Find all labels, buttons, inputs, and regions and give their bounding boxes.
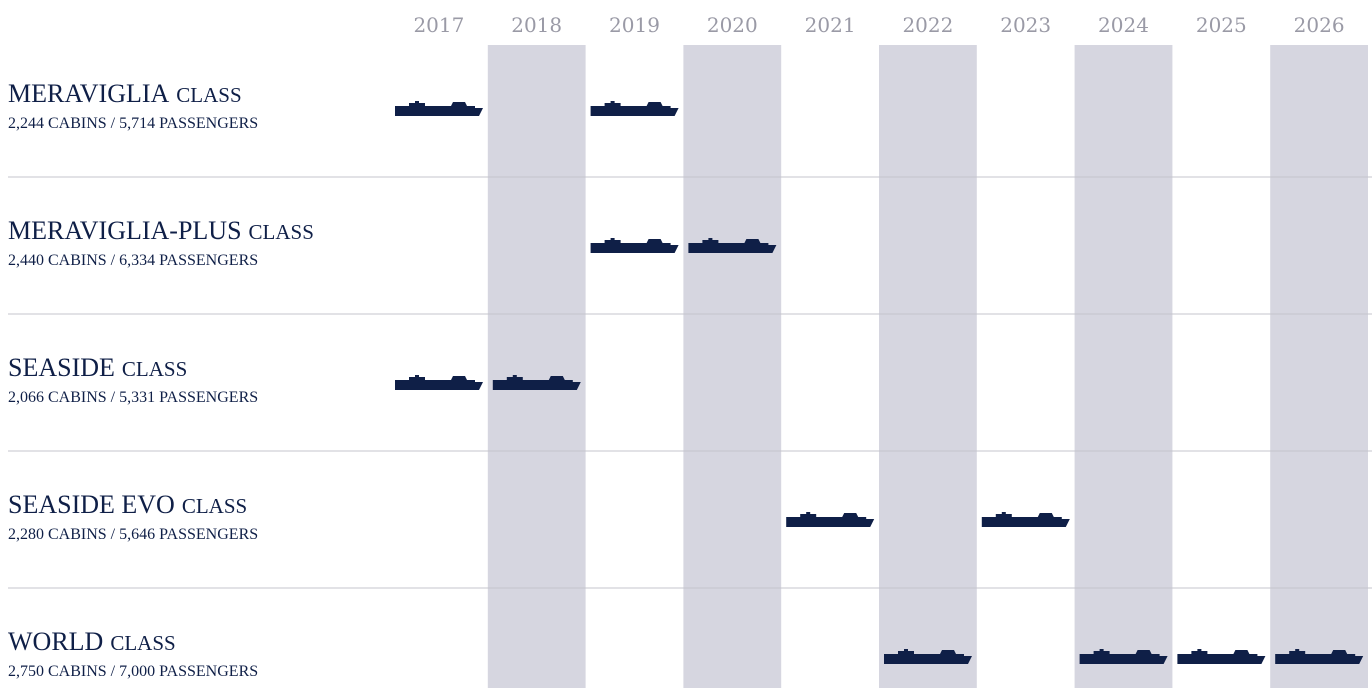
column-band xyxy=(1074,45,1173,688)
class-specs: 2,750 CABINS / 7,000 PASSENGERS xyxy=(8,663,258,680)
ship-icon xyxy=(884,649,972,664)
class-suffix: CLASS xyxy=(182,494,247,518)
ship-icon xyxy=(590,101,679,116)
ship-icon xyxy=(395,101,483,116)
year-label: 2017 xyxy=(413,13,464,37)
year-label: 2018 xyxy=(511,13,562,37)
class-name: WORLD xyxy=(8,627,103,656)
ship-icon xyxy=(1177,649,1266,664)
year-label: 2024 xyxy=(1098,13,1149,37)
class-specs: 2,440 CABINS / 6,334 PASSENGERS xyxy=(8,252,258,269)
class-title: MERAVIGLIA CLASS xyxy=(8,79,242,108)
year-label: 2025 xyxy=(1196,13,1247,37)
class-title: WORLD CLASS xyxy=(8,627,176,656)
year-label: 2023 xyxy=(1000,13,1051,37)
ship-icon xyxy=(395,375,483,390)
class-name: MERAVIGLIA-PLUS xyxy=(8,216,242,245)
class-name: SEASIDE xyxy=(8,353,115,382)
column-band xyxy=(487,45,586,688)
class-specs: 2,066 CABINS / 5,331 PASSENGERS xyxy=(8,389,258,406)
year-label: 2020 xyxy=(707,13,758,37)
class-name: MERAVIGLIA xyxy=(8,79,170,108)
ship-icon xyxy=(1275,649,1364,664)
class-suffix: CLASS xyxy=(122,357,187,381)
class-title: MERAVIGLIA-PLUS CLASS xyxy=(8,216,314,245)
class-specs: 2,244 CABINS / 5,714 PASSENGERS xyxy=(8,115,258,132)
column-band xyxy=(879,45,977,688)
year-label: 2022 xyxy=(902,13,953,37)
class-specs: 2,280 CABINS / 5,646 PASSENGERS xyxy=(8,526,258,543)
column-band xyxy=(683,45,782,688)
class-suffix: CLASS xyxy=(110,631,175,655)
ship-icon xyxy=(786,512,875,527)
class-name: SEASIDE EVO xyxy=(8,490,175,519)
year-label: 2021 xyxy=(805,13,856,37)
ship-icon xyxy=(688,238,777,253)
ship-icon xyxy=(1079,649,1168,664)
class-suffix: CLASS xyxy=(176,83,241,107)
ship-icon xyxy=(492,375,581,390)
class-suffix: CLASS xyxy=(249,220,314,244)
ship-icon xyxy=(590,238,679,253)
class-title: SEASIDE CLASS xyxy=(8,353,187,382)
class-title: SEASIDE EVO CLASS xyxy=(8,490,247,519)
column-band xyxy=(1270,45,1368,688)
ship-icon xyxy=(981,512,1070,527)
year-label: 2026 xyxy=(1294,13,1345,37)
year-label: 2019 xyxy=(609,13,660,37)
